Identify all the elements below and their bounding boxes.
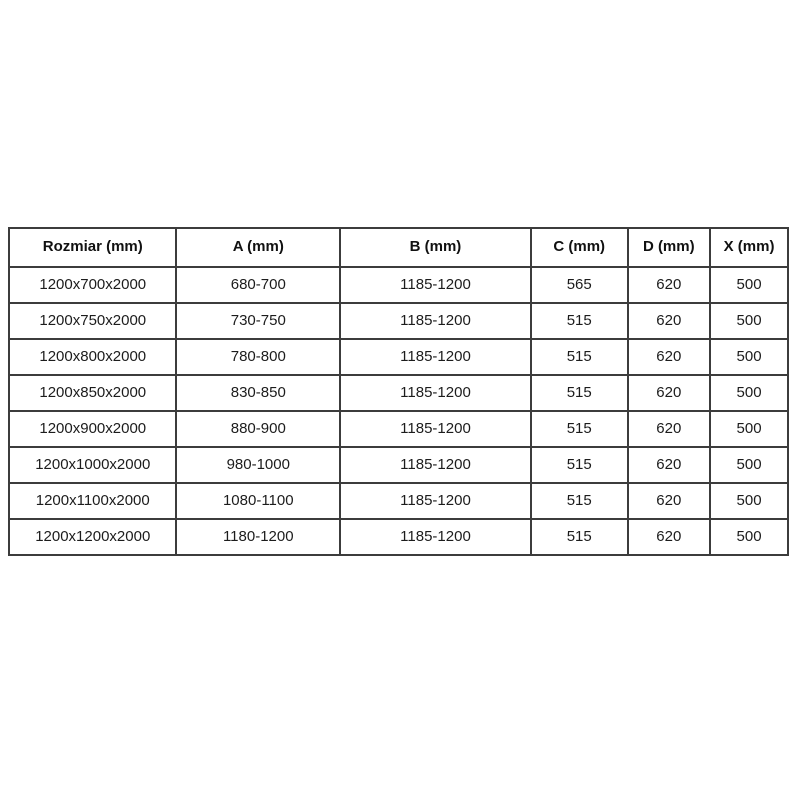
column-header: C (mm) [529, 227, 629, 268]
column-header: X (mm) [709, 227, 789, 268]
dimension-table: Rozmiar (mm) A (mm) B (mm) C (mm) D (mm) X (m… [7, 227, 789, 556]
table-cell: 620 [626, 266, 712, 304]
table-row: 1200x700x2000 680-700 1185-1200 565 620 500 [7, 266, 789, 304]
table-cell: 500 [709, 266, 789, 304]
table-cell: 500 [709, 446, 789, 484]
table-row: 1200x1000x2000 980-1000 1185-1200 515 620 500 [7, 446, 789, 484]
table-cell: 515 [529, 338, 629, 376]
table-cell: 1180-1200 [175, 518, 342, 556]
table-cell: 680-700 [175, 266, 342, 304]
table-row: 1200x900x2000 880-900 1185-1200 515 620 500 [7, 410, 789, 448]
table-body: 1200x700x2000 680-700 1185-1200 565 620 500 12… [7, 266, 789, 556]
table-cell: 500 [709, 410, 789, 448]
column-header: A (mm) [175, 227, 342, 268]
dimension-table-container: Rozmiar (mm) A (mm) B (mm) C (mm) D (mm) X (m… [7, 227, 789, 556]
table-cell: 500 [709, 338, 789, 376]
table-cell: 1200x1000x2000 [7, 446, 178, 484]
table-cell: 620 [626, 338, 712, 376]
table-cell: 620 [626, 410, 712, 448]
table-cell: 500 [709, 374, 789, 412]
table-cell: 515 [529, 482, 629, 520]
table-cell: 515 [529, 518, 629, 556]
table-row: 1200x1100x2000 1080-1100 1185-1200 515 620 50… [7, 482, 789, 520]
table-cell: 515 [529, 410, 629, 448]
table-row: 1200x750x2000 730-750 1185-1200 515 620 500 [7, 302, 789, 340]
table-cell: 1185-1200 [339, 482, 532, 520]
table-cell: 1185-1200 [339, 518, 532, 556]
table-cell: 1185-1200 [339, 302, 532, 340]
table-cell: 1200x1100x2000 [7, 482, 178, 520]
table-cell: 500 [709, 482, 789, 520]
column-header: D (mm) [626, 227, 712, 268]
table-cell: 500 [709, 518, 789, 556]
table-cell: 1200x700x2000 [7, 266, 178, 304]
table-cell: 620 [626, 302, 712, 340]
table-cell: 620 [626, 518, 712, 556]
table-cell: 780-800 [175, 338, 342, 376]
table-cell: 620 [626, 374, 712, 412]
table-header-row: Rozmiar (mm) A (mm) B (mm) C (mm) D (mm) X (m… [7, 227, 789, 268]
table-cell: 515 [529, 374, 629, 412]
table-cell: 515 [529, 446, 629, 484]
table-cell: 730-750 [175, 302, 342, 340]
table-row: 1200x1200x2000 1180-1200 1185-1200 515 620 50… [7, 518, 789, 556]
table-row: 1200x850x2000 830-850 1185-1200 515 620 500 [7, 374, 789, 412]
table-cell: 1200x900x2000 [7, 410, 178, 448]
column-header: Rozmiar (mm) [7, 227, 178, 268]
table-cell: 1200x850x2000 [7, 374, 178, 412]
table-cell: 500 [709, 302, 789, 340]
table-cell: 620 [626, 482, 712, 520]
table-cell: 980-1000 [175, 446, 342, 484]
table-cell: 1200x750x2000 [7, 302, 178, 340]
table-cell: 1185-1200 [339, 374, 532, 412]
table-cell: 1185-1200 [339, 410, 532, 448]
table-cell: 515 [529, 302, 629, 340]
table-cell: 880-900 [175, 410, 342, 448]
table-cell: 565 [529, 266, 629, 304]
table-cell: 1200x800x2000 [7, 338, 178, 376]
table-cell: 830-850 [175, 374, 342, 412]
column-header: B (mm) [339, 227, 532, 268]
table-cell: 1185-1200 [339, 266, 532, 304]
table-cell: 1200x1200x2000 [7, 518, 178, 556]
table-cell: 1080-1100 [175, 482, 342, 520]
table-cell: 1185-1200 [339, 446, 532, 484]
table-cell: 620 [626, 446, 712, 484]
table-cell: 1185-1200 [339, 338, 532, 376]
table-row: 1200x800x2000 780-800 1185-1200 515 620 500 [7, 338, 789, 376]
